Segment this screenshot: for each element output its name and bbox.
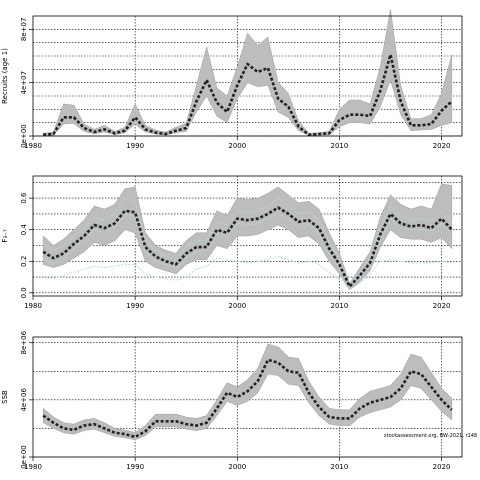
x-tick-label: 2000 [228, 302, 246, 310]
chart-panel-3: 1980 1990 2000 2010 2020 0e+00 4e+06 8e+06 SSB st… [1, 330, 477, 471]
x-tick-label: 1980 [24, 302, 42, 310]
plot-frame [32, 175, 463, 297]
x-tick-label: 2000 [228, 142, 246, 150]
y-tick-label: 0.2 [20, 256, 28, 267]
y-tick-label: 0.0 [20, 287, 28, 298]
chart-panel-1: 1980 1990 2000 2010 2020 0e+00 4e+07 8e+07 Recru… [1, 9, 463, 150]
x-tick-label: 1980 [24, 142, 42, 150]
y-tick-label: 8e+07 [20, 18, 28, 42]
x-tick-label: 2010 [331, 302, 349, 310]
estimate-line [42, 358, 453, 439]
x-tick-label: 2010 [331, 463, 349, 471]
y-tick-label: 4e+06 [20, 388, 28, 412]
x-tick-label: 1990 [126, 142, 144, 150]
x-tick-label: 2020 [433, 142, 451, 150]
y-tick-label: 0.6 [20, 192, 28, 204]
estimate-line [42, 206, 453, 288]
x-tick-label: 1980 [24, 463, 42, 471]
plot-frame [32, 15, 463, 137]
x-tick-label: 1990 [126, 463, 144, 471]
chart-panel-2: 1980 1990 2000 2010 2020 0.0 0.2 0.4 0.6 F₃₋₇ [1, 175, 463, 310]
y-tick-label: 4e+07 [20, 71, 28, 95]
y-tick-label: 0e+00 [20, 445, 28, 469]
y-axis-title: F₃₋₇ [1, 229, 9, 243]
y-tick-label: 0.4 [20, 224, 28, 236]
x-tick-label: 2020 [433, 302, 451, 310]
confidence-band [42, 9, 453, 136]
x-tick-label: 2000 [228, 463, 246, 471]
x-tick-label: 2010 [331, 142, 349, 150]
plot-frame [32, 336, 463, 458]
component-line-3 [43, 256, 452, 291]
y-axis-title: Recruits (age 1) [1, 48, 9, 104]
x-tick-label: 2020 [433, 463, 451, 471]
y-tick-label: 8e+06 [20, 330, 28, 354]
estimate-line [43, 53, 453, 136]
y-tick-label: 0e+00 [20, 124, 28, 148]
confidence-band [42, 183, 453, 291]
credit-annotation: stockassessment.org, BW-2021, r148 [384, 433, 477, 439]
component-line-2 [42, 197, 453, 286]
y-axis-title: SSB [1, 390, 9, 404]
x-tick-label: 1990 [126, 302, 144, 310]
